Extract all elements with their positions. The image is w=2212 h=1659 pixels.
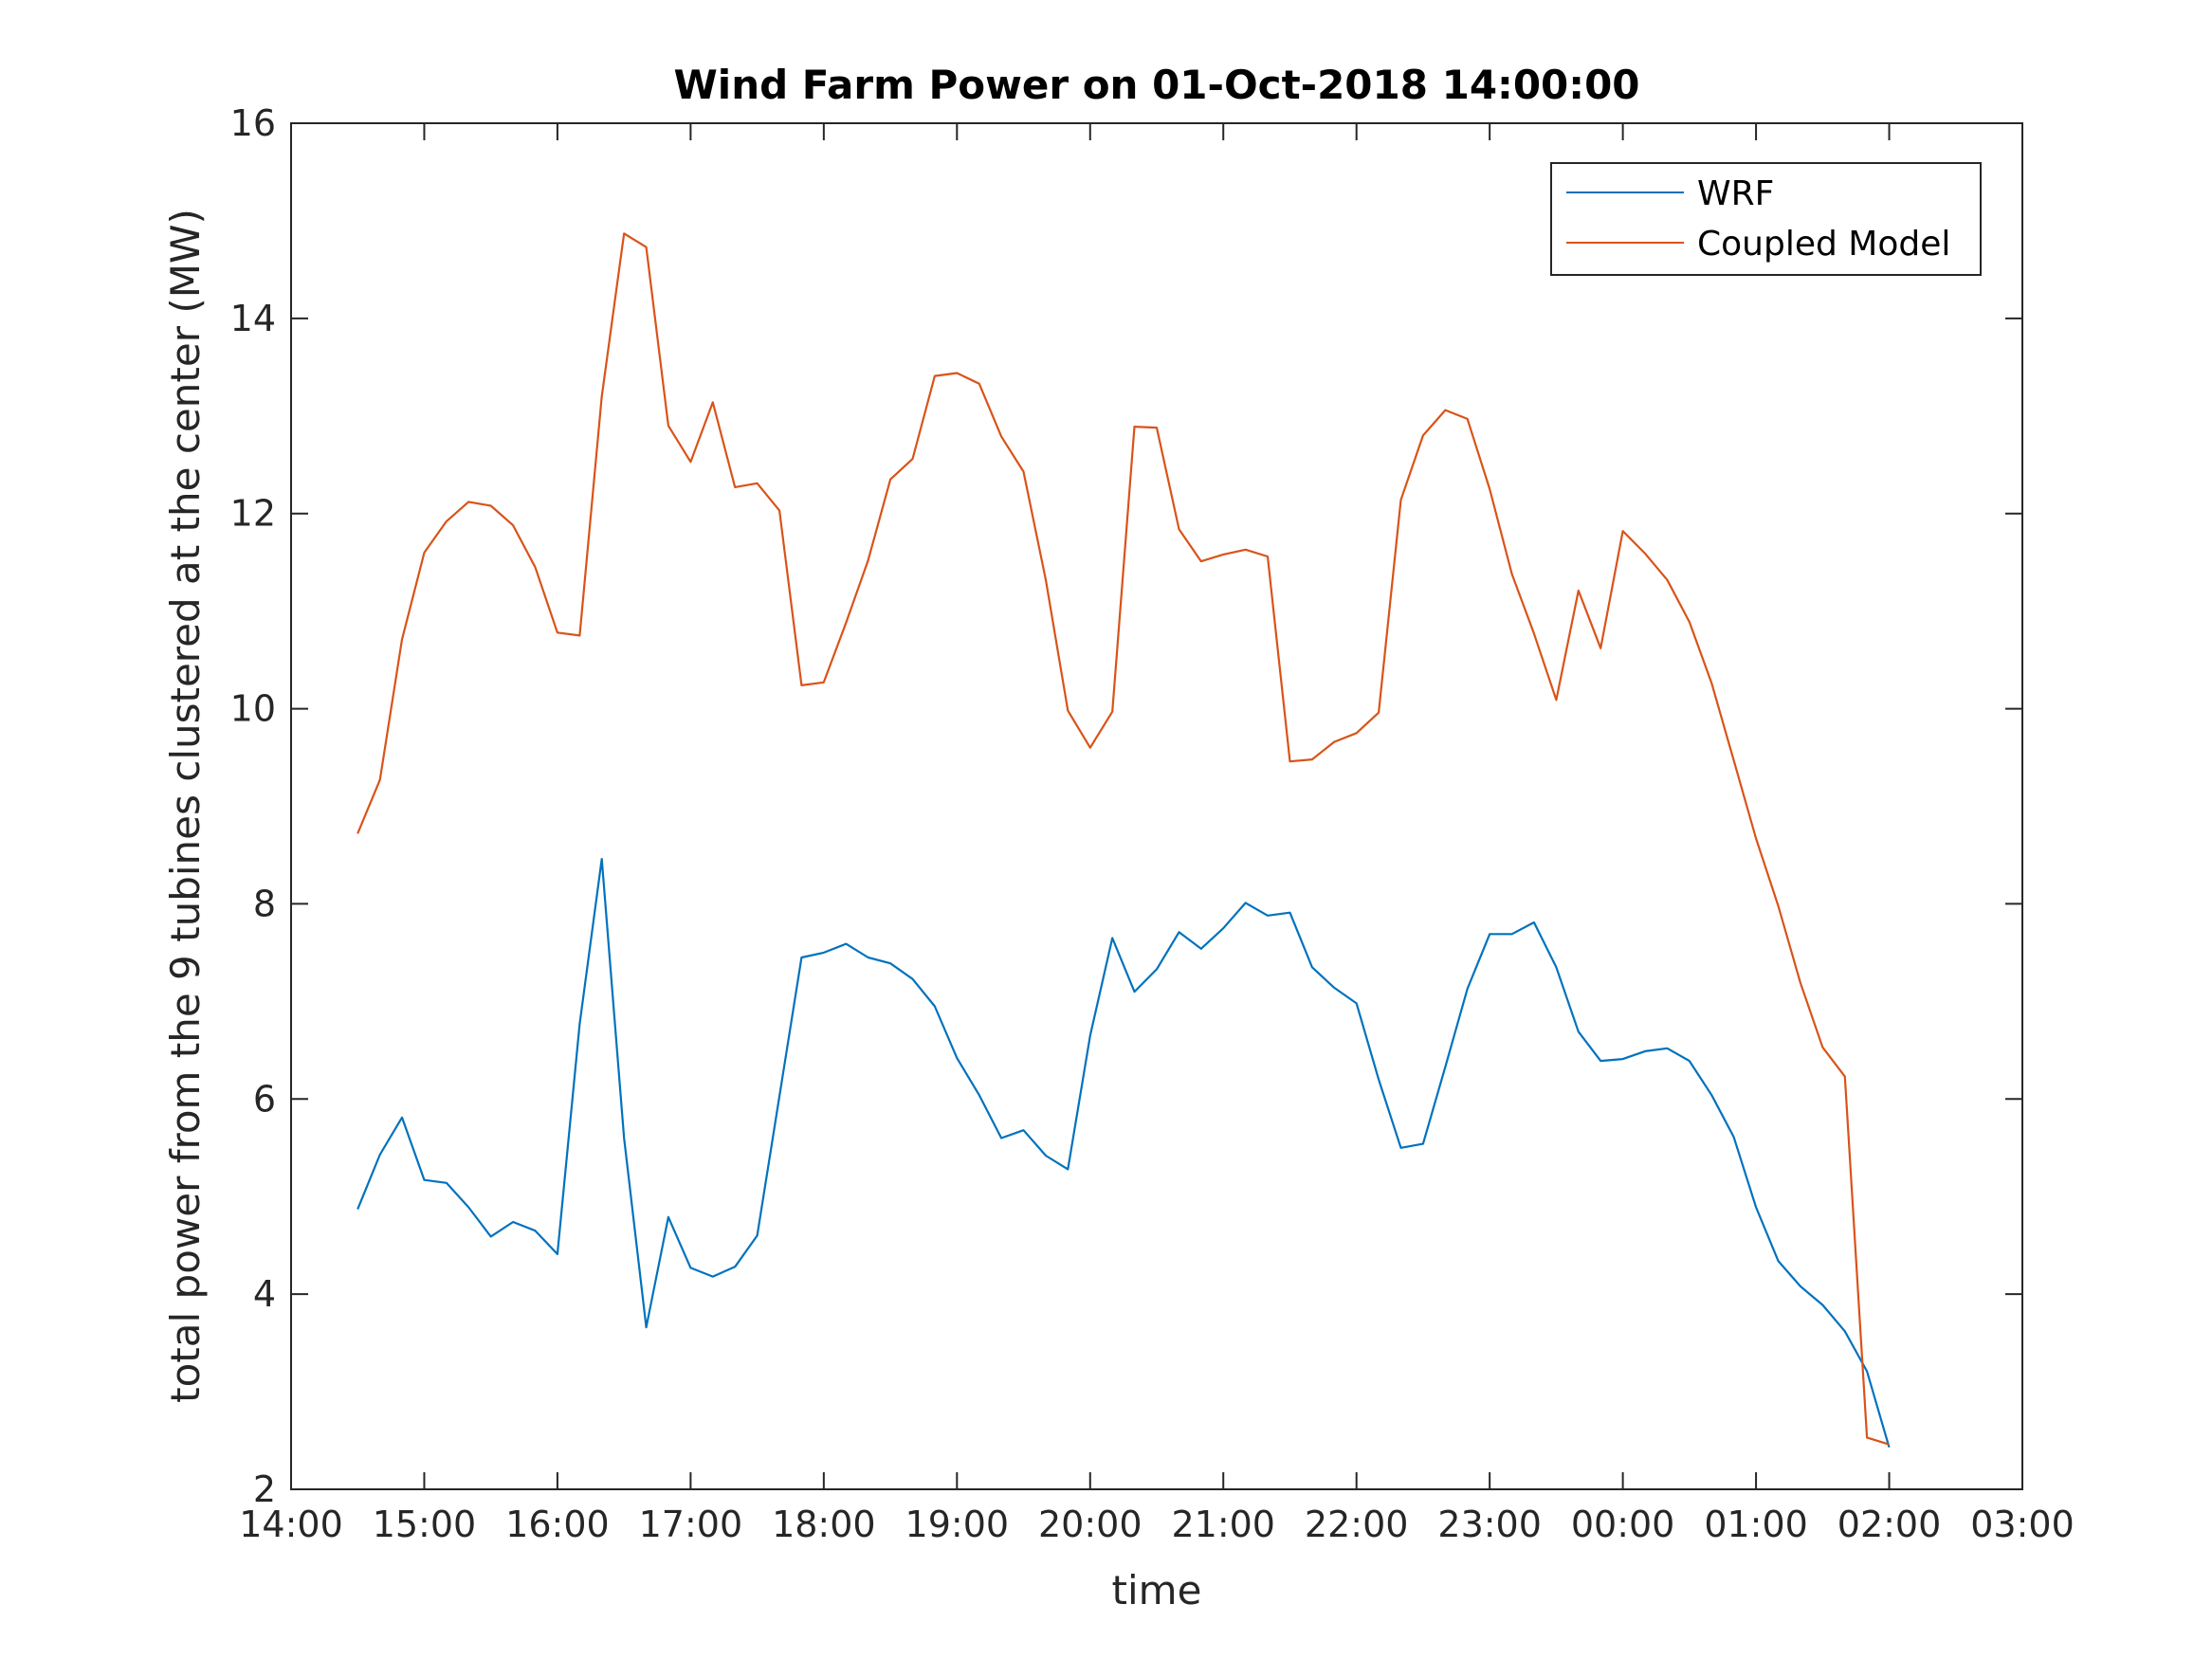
y-tick-label: 14 xyxy=(230,298,276,339)
x-tick-label: 16:00 xyxy=(505,1504,610,1545)
legend-label-wrf: WRF xyxy=(1697,174,1774,213)
plot-area xyxy=(291,123,2022,1489)
series-line-wrf xyxy=(356,857,1891,1449)
x-tick-label: 17:00 xyxy=(639,1504,743,1545)
legend-box xyxy=(1550,162,1982,276)
legend-label-coupled-model: Coupled Model xyxy=(1697,225,1950,264)
y-tick-label: 16 xyxy=(230,102,276,144)
axes-layer xyxy=(290,122,2023,1490)
chart-title: Wind Farm Power on 01-Oct-2018 14:00:00 xyxy=(673,62,1639,108)
ticks-layer: 14:00 15:00 16:00 17:00 18:00 19:00 20:00 21:00… xyxy=(230,102,2075,1545)
x-tick-label: 00:00 xyxy=(1571,1504,1675,1545)
x-tick-label: 14:00 xyxy=(239,1504,343,1545)
y-tick-label: 12 xyxy=(230,493,276,535)
x-tick-label: 02:00 xyxy=(1837,1504,1942,1545)
x-tick-label: 19:00 xyxy=(905,1504,1010,1545)
legend: WRF Coupled Model xyxy=(1550,162,1982,276)
x-tick-label: 15:00 xyxy=(373,1504,477,1545)
y-tick-label: 6 xyxy=(253,1078,276,1120)
x-tick-label: 03:00 xyxy=(1970,1504,2075,1545)
x-tick-label: 20:00 xyxy=(1038,1504,1143,1545)
y-axis-label: total power from the 9 tubines clustered… xyxy=(162,209,209,1403)
series-layer xyxy=(356,232,1891,1449)
x-axis-label: time xyxy=(1112,1567,1202,1613)
x-tick-label: 23:00 xyxy=(1437,1504,1542,1545)
x-tick-label: 22:00 xyxy=(1305,1504,1409,1545)
y-tick-label: 2 xyxy=(253,1468,276,1510)
y-tick-label: 10 xyxy=(230,688,276,730)
y-tick-label: 4 xyxy=(253,1273,276,1315)
x-tick-label: 18:00 xyxy=(772,1504,876,1545)
series-line-coupled-model xyxy=(356,232,1890,1446)
axes-box xyxy=(290,122,2023,1490)
x-tick-label: 01:00 xyxy=(1704,1504,1808,1545)
x-tick-label: 21:00 xyxy=(1171,1504,1275,1545)
y-tick-label: 8 xyxy=(253,883,276,924)
